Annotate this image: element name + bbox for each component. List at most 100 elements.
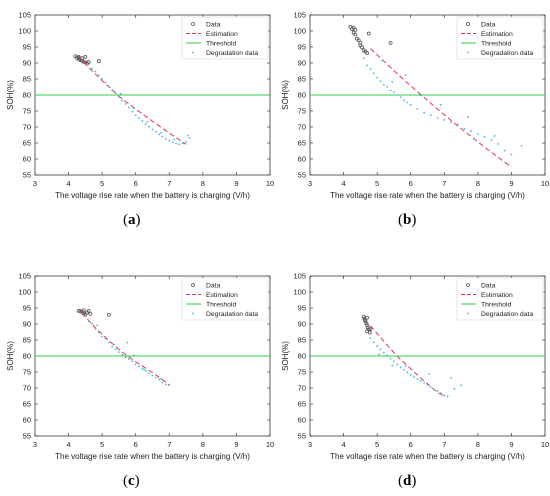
legend-box	[456, 16, 544, 60]
legend-label: Degradation data	[206, 50, 258, 57]
estimation-line	[370, 48, 512, 168]
degradation-point	[111, 345, 114, 348]
x-axis-label: The voltage rise rate when the battery i…	[330, 191, 525, 200]
degradation-point	[133, 107, 135, 110]
degradation-point	[96, 324, 99, 327]
degradation-point	[409, 373, 412, 376]
degradation-point	[138, 117, 140, 119]
degradation-point	[97, 331, 100, 334]
degradation-point	[396, 363, 399, 366]
data-point	[88, 311, 93, 316]
panel-label-b: (b)	[398, 212, 417, 228]
degradation-point	[181, 142, 184, 145]
x-tick-label: 9	[509, 440, 513, 449]
y-tick-label: 100	[18, 288, 31, 297]
y-tick-label: 70	[23, 123, 31, 132]
degradation-point	[399, 96, 402, 99]
y-tick-label: 70	[23, 384, 31, 393]
data-point	[365, 325, 370, 330]
degradation-point	[154, 130, 157, 133]
degradation-point	[107, 85, 110, 88]
y-tick-label: 55	[298, 432, 306, 441]
degradation-point	[382, 83, 385, 86]
degradation-point	[443, 119, 446, 121]
legend-marker-data	[191, 22, 195, 26]
x-tick-label: 9	[234, 440, 238, 449]
y-tick-label: 75	[298, 107, 306, 116]
degradation-point	[450, 376, 452, 379]
degradation-point	[154, 376, 157, 379]
degradation-point	[389, 357, 392, 360]
degradation-point	[429, 114, 432, 117]
degradation-point	[111, 89, 114, 92]
degradation-point	[490, 139, 493, 142]
degradation-point	[403, 368, 405, 371]
x-tick-label: 5	[100, 440, 104, 449]
data-point	[365, 315, 369, 320]
x-tick-label: 3	[33, 179, 37, 188]
degradation-point	[393, 360, 395, 363]
degradation-point	[91, 322, 93, 325]
degradation-point	[107, 341, 110, 344]
chart-panel-a: 3 4 5 6 7 8 9 10 55 60 65 70 75 80 85 90 95 100 105 The vol…	[6, 11, 274, 200]
data-point	[358, 40, 363, 45]
y-tick-label: 70	[298, 384, 306, 393]
degradation-point	[131, 360, 134, 363]
y-tick-label: 90	[298, 59, 306, 68]
legend-label: Degradation data	[206, 311, 258, 318]
degradation-point	[406, 371, 409, 374]
legend-marker-data	[466, 283, 470, 287]
legend-label: Threshold	[481, 41, 511, 48]
degradation-point	[175, 142, 177, 145]
data-point	[106, 312, 111, 317]
degradation-point	[134, 114, 137, 117]
y-tick-label: 85	[23, 75, 31, 84]
x-axis-label: The voltage rise rate when the battery i…	[330, 452, 525, 461]
y-tick-label: 90	[23, 320, 31, 329]
degradation-point	[396, 94, 399, 96]
x-axis-label: The voltage rise rate when the battery i…	[55, 452, 250, 461]
degradation-point	[141, 367, 144, 370]
x-tick-label: 4	[66, 440, 70, 449]
panel-label-a: (a)	[123, 212, 141, 228]
x-axis-label: The voltage rise rate when the battery i…	[55, 191, 250, 200]
degradation-point	[151, 374, 154, 377]
y-tick-label: 95	[298, 43, 306, 52]
y-tick-label: 65	[23, 139, 31, 148]
data-point	[96, 59, 101, 63]
degradation-point	[369, 337, 372, 340]
degradation-point	[428, 373, 431, 376]
legend-box	[181, 277, 269, 321]
degradation-point	[493, 135, 496, 137]
degradation-point	[151, 128, 154, 131]
legend-label: Data	[481, 22, 496, 29]
y-tick-label: 95	[23, 304, 31, 313]
degradation-point	[476, 133, 479, 135]
data-point	[366, 31, 371, 36]
degradation-point	[141, 120, 144, 122]
x-tick-label: 4	[66, 179, 70, 188]
y-tick-label: 80	[298, 352, 306, 361]
x-tick-label: 3	[308, 440, 312, 449]
degradation-point	[144, 123, 147, 126]
degradation-point	[470, 130, 473, 133]
degradation-point	[121, 353, 124, 356]
degradation-point	[406, 101, 409, 104]
degradation-point	[114, 348, 117, 351]
degradation-point	[124, 103, 127, 105]
degradation-point	[376, 76, 379, 79]
y-tick-label: 75	[23, 368, 31, 377]
degradation-point	[381, 59, 384, 62]
legend-marker-degradation	[192, 51, 194, 54]
degradation-point	[403, 99, 405, 102]
y-tick-label: 105	[18, 272, 31, 281]
y-tick-label: 85	[298, 75, 306, 84]
y-tick-label: 80	[23, 91, 31, 100]
degradation-point	[416, 378, 419, 380]
y-tick-label: 105	[293, 11, 306, 20]
degradation-point	[463, 127, 466, 130]
degradation-point	[376, 345, 379, 347]
degradation-point	[128, 106, 130, 109]
degradation-point	[460, 384, 462, 387]
legend-box	[456, 277, 544, 321]
